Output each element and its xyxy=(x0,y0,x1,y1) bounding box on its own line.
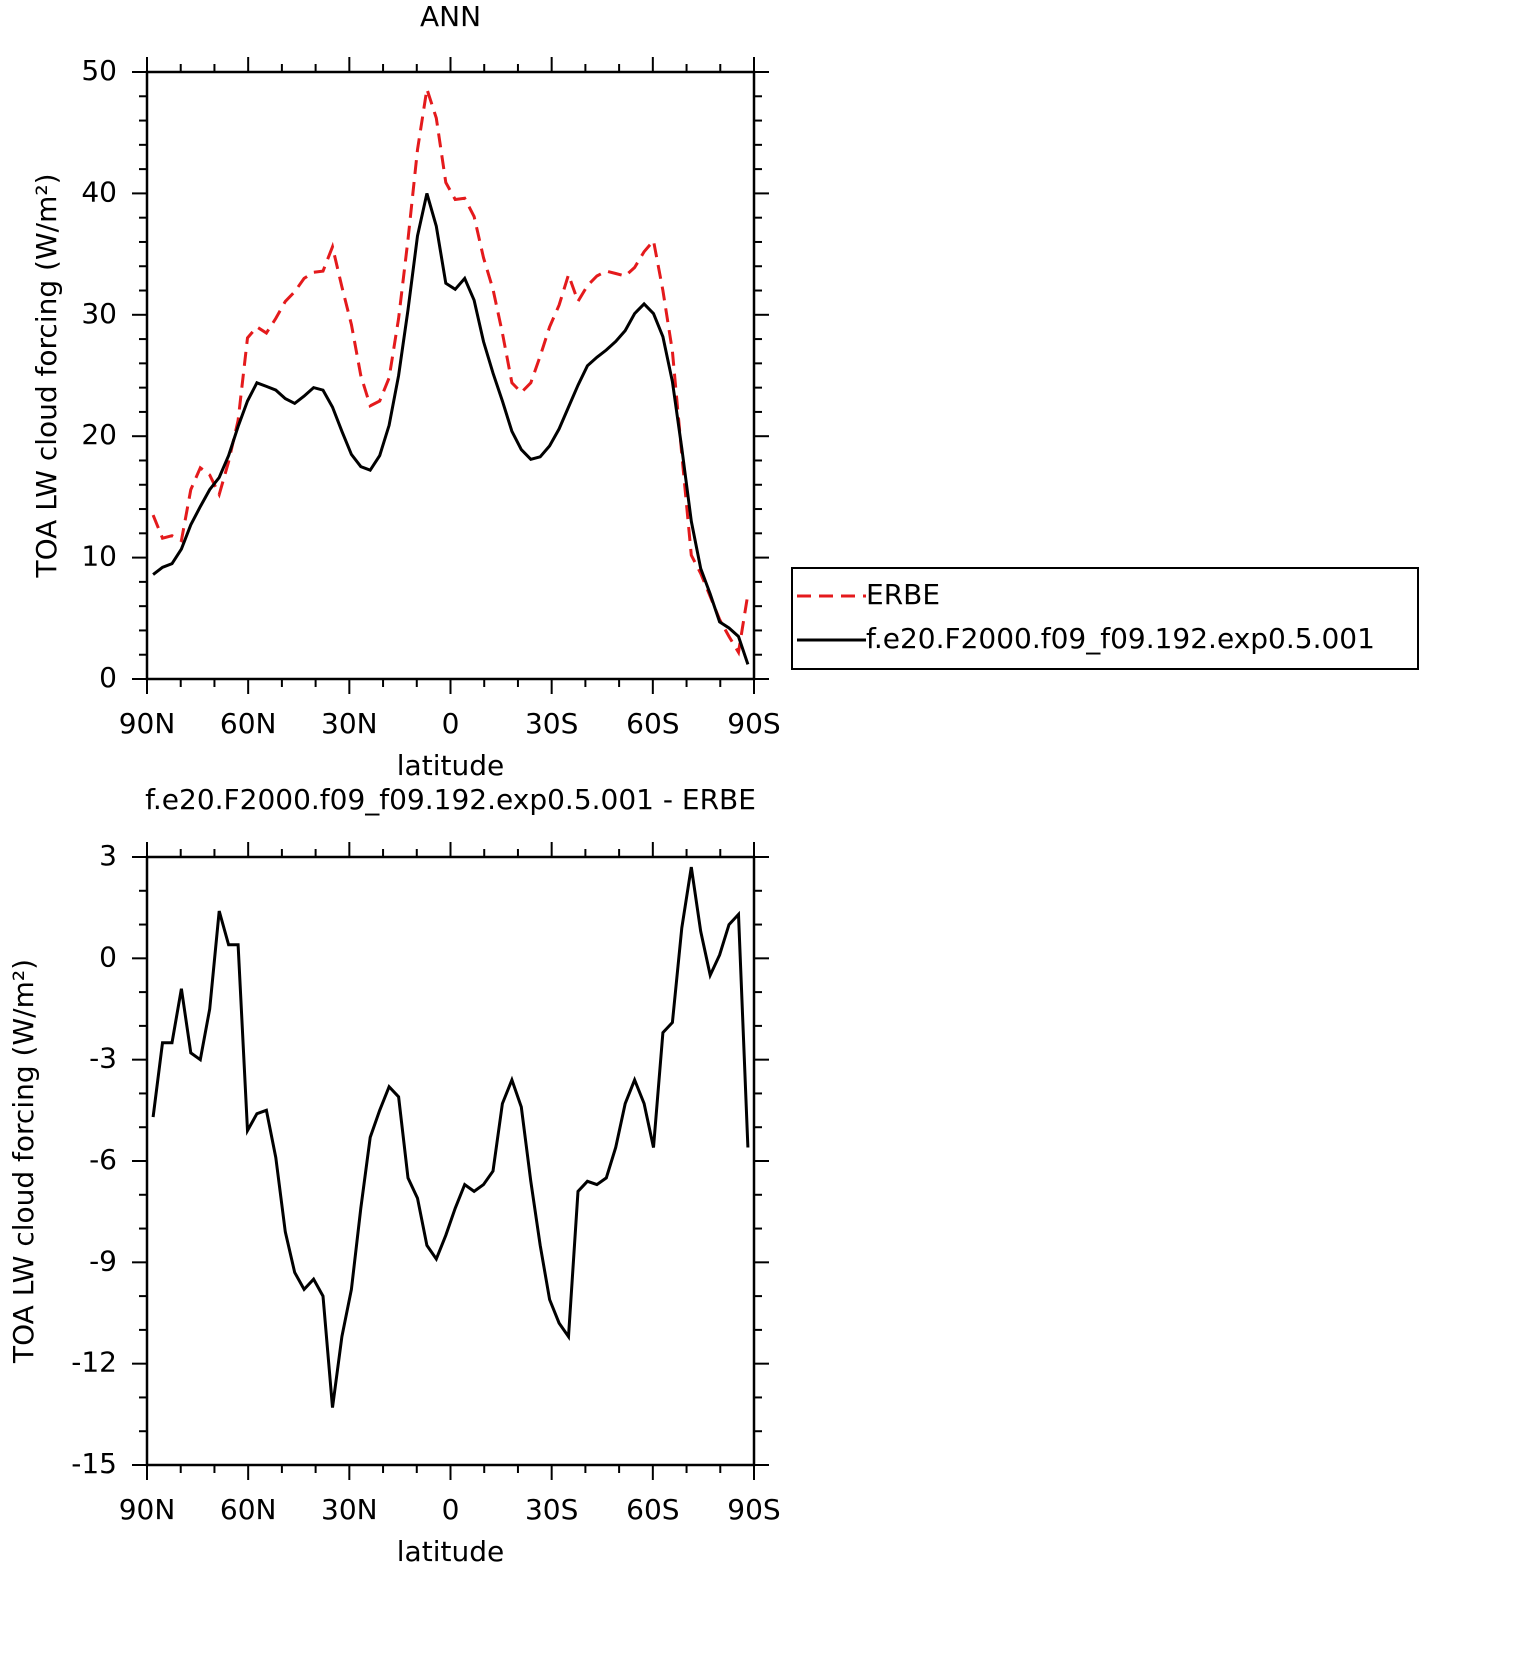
legend-label: f.e20.F2000.f09_f09.192.exp0.5.001 xyxy=(866,622,1375,655)
x-tick-label: 90N xyxy=(119,1493,176,1526)
y-tick-label: -9 xyxy=(89,1244,117,1277)
y-tick-label: -12 xyxy=(71,1346,117,1379)
x-tick-label: 30S xyxy=(525,1493,578,1526)
y-tick-label: 0 xyxy=(99,661,117,694)
x-tick-label: 0 xyxy=(442,1493,460,1526)
y-tick-label: 3 xyxy=(99,839,117,872)
y-tick-label: 30 xyxy=(81,297,117,330)
y-tick-label: -3 xyxy=(89,1042,117,1075)
x-tick-label: 60N xyxy=(220,1493,277,1526)
data-line xyxy=(151,88,750,657)
y-tick-label: -15 xyxy=(71,1447,117,1480)
y-tick-label: 40 xyxy=(81,175,117,208)
x-tick-label: 60S xyxy=(626,707,679,740)
data-line xyxy=(151,866,750,1408)
legend-label: ERBE xyxy=(866,578,940,611)
y-tick-label: 10 xyxy=(81,540,117,573)
x-tick-label: 90S xyxy=(727,707,780,740)
y-tick-label: 0 xyxy=(99,940,117,973)
x-tick-label: 90N xyxy=(119,707,176,740)
x-axis-label: latitude xyxy=(397,749,504,782)
plot-frame xyxy=(145,70,756,681)
y-axis-label: TOA LW cloud forcing (W/m²) xyxy=(7,959,40,1364)
y-tick-label: 20 xyxy=(81,418,117,451)
y-axis-label: TOA LW cloud forcing (W/m²) xyxy=(30,174,63,579)
legend-box xyxy=(791,567,1419,670)
x-tick-label: 90S xyxy=(727,1493,780,1526)
x-axis-label: latitude xyxy=(397,1535,504,1568)
chart-title: ANN xyxy=(420,0,481,33)
x-tick-label: 30N xyxy=(321,1493,378,1526)
x-tick-label: 30N xyxy=(321,707,378,740)
x-tick-label: 0 xyxy=(442,707,460,740)
x-tick-label: 60N xyxy=(220,707,277,740)
chart-title: f.e20.F2000.f09_f09.192.exp0.5.001 - ERB… xyxy=(145,783,756,816)
x-tick-label: 30S xyxy=(525,707,578,740)
y-tick-label: 50 xyxy=(81,54,117,87)
y-tick-label: -6 xyxy=(89,1143,117,1176)
x-tick-label: 60S xyxy=(626,1493,679,1526)
data-line xyxy=(152,192,750,665)
